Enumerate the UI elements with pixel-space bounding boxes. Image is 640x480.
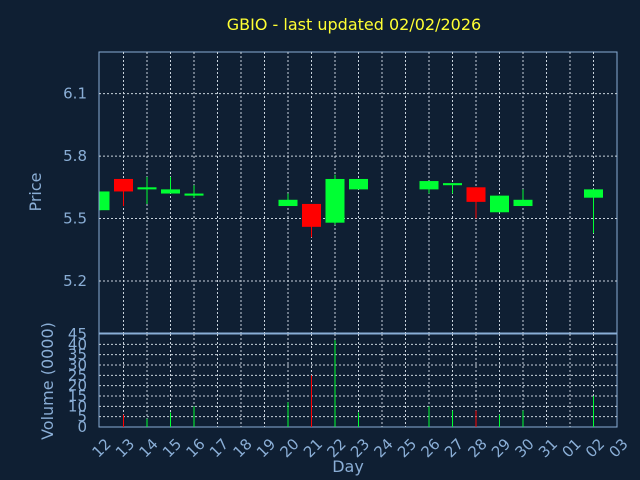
candle-body <box>184 193 204 196</box>
candle-body <box>100 191 110 211</box>
candle-body <box>114 178 133 192</box>
x-tick-label: 13 <box>112 435 138 461</box>
x-tick-label: 24 <box>371 435 397 461</box>
volume-tick-label: 5 <box>77 408 87 426</box>
candle-body <box>443 183 462 186</box>
price-y-ticks: 6.1 5.8 5.5 5.2 <box>63 85 87 290</box>
x-tick-label: 15 <box>159 435 185 461</box>
x-tick-label: 27 <box>441 435 467 461</box>
x-tick-label: 18 <box>230 435 256 461</box>
chart-title: GBIO - last updated 02/02/2026 <box>227 15 481 34</box>
x-tick-label: 02 <box>582 435 608 461</box>
x-tick-label: 29 <box>488 435 514 461</box>
volume-tick-label: 20 <box>68 377 87 395</box>
volume-tick-label: 45 <box>68 325 87 343</box>
volume-tick-label: 30 <box>68 356 87 374</box>
x-tick-label: 30 <box>512 435 538 461</box>
x-tick-label: 31 <box>535 435 561 461</box>
volume-tick-label: 10 <box>68 397 87 415</box>
candle-body <box>161 189 180 194</box>
x-axis-label: Day <box>332 457 364 476</box>
volume-bars <box>123 340 594 427</box>
candle-body <box>419 181 439 190</box>
volume-tick-label: 25 <box>68 366 87 384</box>
candle-body <box>513 199 533 207</box>
candle-body <box>137 187 157 190</box>
price-tick-label: 5.5 <box>63 210 87 228</box>
x-tick-label: 26 <box>418 435 444 461</box>
x-tick-label: 12 <box>89 435 115 461</box>
candle-body <box>349 178 368 190</box>
volume-tick-label: 35 <box>68 346 87 364</box>
price-tick-label: 6.1 <box>63 85 87 103</box>
x-tick-label: 25 <box>394 435 420 461</box>
x-tick-label: 17 <box>206 435 232 461</box>
volume-tick-label: 15 <box>68 387 87 405</box>
candles <box>99 174 603 238</box>
x-tick-label: 03 <box>606 435 632 461</box>
x-tick-label: 16 <box>183 435 209 461</box>
candle-body <box>584 189 603 198</box>
price-axis-label: Price <box>26 172 45 211</box>
price-tick-label: 5.2 <box>63 272 87 290</box>
candle-body <box>302 203 321 227</box>
price-tick-label: 5.8 <box>63 147 87 165</box>
x-tick-label: 14 <box>136 435 162 461</box>
candle-body <box>490 195 509 213</box>
candle-body <box>325 178 345 223</box>
x-tick-label: 28 <box>465 435 491 461</box>
x-tick-label: 21 <box>300 435 326 461</box>
volume-tick-label: 40 <box>68 335 87 353</box>
x-tick-label: 01 <box>559 435 585 461</box>
candle-body <box>278 199 298 207</box>
volume-axis-label: Volume (0000) <box>38 322 57 440</box>
volume-tick-label: 0 <box>77 418 87 436</box>
x-tick-label: 19 <box>253 435 279 461</box>
candle-body <box>466 187 486 202</box>
x-tick-label: 20 <box>277 435 303 461</box>
